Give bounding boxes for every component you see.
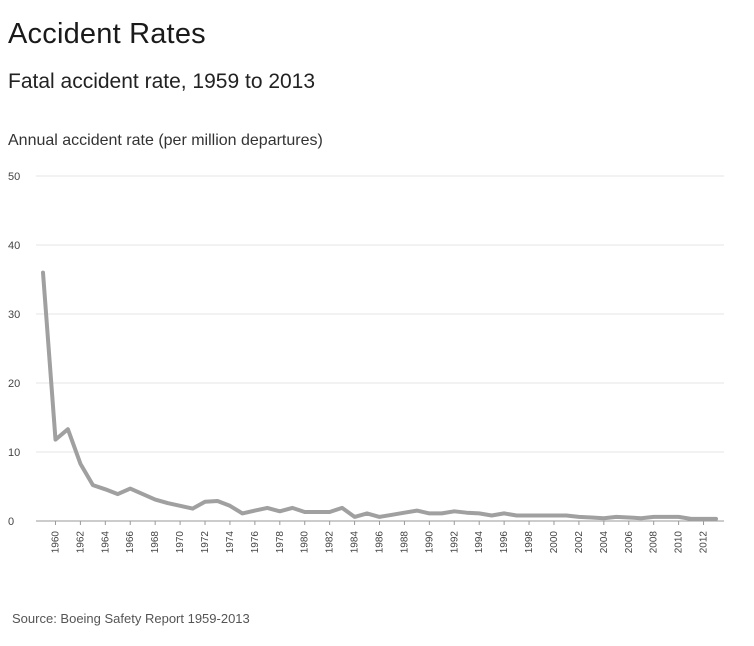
source-note: Source: Boeing Safety Report 1959-2013 (12, 611, 250, 626)
chart-subtitle: Fatal accident rate, 1959 to 2013 (8, 70, 316, 93)
y-tick-label: 40 (8, 240, 20, 252)
chart-title: Accident Rates (8, 18, 206, 50)
x-tick-label: 1970 (175, 531, 186, 554)
x-tick-label: 1960 (50, 531, 61, 554)
x-tick-label: 1980 (300, 531, 311, 554)
x-tick-label: 1962 (75, 531, 86, 554)
x-tick-label: 1994 (474, 531, 485, 554)
y-tick-label: 30 (8, 309, 20, 321)
x-tick-label: 2000 (549, 531, 560, 554)
x-tick-label: 2008 (649, 531, 660, 554)
x-tick-label: 1998 (524, 531, 535, 554)
x-tick-label: 2012 (699, 531, 710, 554)
x-tick-label: 2006 (624, 531, 635, 554)
y-tick-label: 50 (8, 171, 20, 183)
x-tick-label: 1978 (275, 531, 286, 554)
x-tick-label: 2002 (574, 531, 585, 554)
x-tick-label: 1966 (125, 531, 136, 554)
x-tick-label: 1996 (499, 531, 510, 554)
x-tick-label: 1982 (325, 531, 336, 554)
y-tick-label: 20 (8, 378, 20, 390)
x-tick-label: 1972 (200, 531, 211, 554)
x-tick-label: 1984 (350, 531, 361, 554)
x-tick-label: 2004 (599, 531, 610, 554)
line-chart: 0 10 20 30 40 50 1960 1962 1964 1966 1968 1970 1972… (8, 171, 724, 554)
x-tick-label: 2010 (674, 531, 685, 554)
x-tick-label: 1964 (100, 531, 111, 554)
y-tick-label: 0 (8, 516, 14, 528)
y-tick-labels: 0 10 20 30 40 50 (8, 171, 20, 528)
x-tick-label: 1976 (250, 531, 261, 554)
x-tick-label: 1990 (424, 531, 435, 554)
x-tick-label: 1986 (375, 531, 386, 554)
x-tick-label: 1968 (150, 531, 161, 554)
x-tick-label: 1974 (225, 531, 236, 554)
gridlines (36, 175, 724, 453)
series-line (41, 270, 718, 521)
x-tick-label: 1988 (399, 531, 410, 554)
x-tick-label: 1992 (449, 531, 460, 554)
y-axis-label: Annual accident rate (per million depart… (8, 132, 323, 149)
y-tick-label: 10 (8, 447, 20, 459)
x-tick-labels: 1960 1962 1964 1966 1968 1970 1972 1974 1976 1978… (50, 521, 710, 554)
